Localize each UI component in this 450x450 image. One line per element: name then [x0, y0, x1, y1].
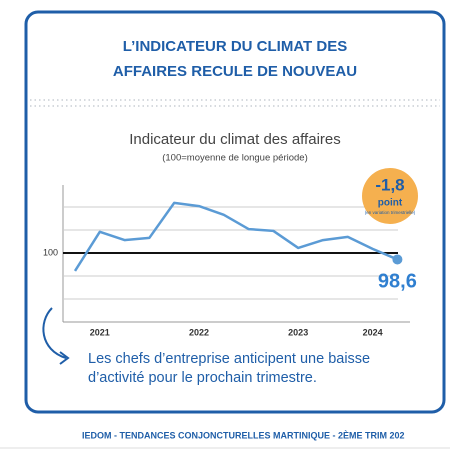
badge-value: -1,8: [375, 175, 404, 194]
title-line: AFFAIRES RECULE DE NOUVEAU: [113, 63, 357, 80]
x-tick-label: 2024: [363, 327, 383, 337]
x-tick-label: 2022: [189, 327, 209, 337]
badge-note: (en variation trimestrielle): [365, 210, 416, 215]
title-line: L’INDICATEUR DU CLIMAT DES: [123, 38, 347, 55]
footer: IEDOM - TENDANCES CONJONCTURELLES MARTIN…: [82, 430, 405, 440]
x-tick-label: 2021: [90, 327, 110, 337]
message-line: d’activité pour le prochain trimestre.: [88, 370, 317, 386]
y-tick-label: 100: [43, 247, 58, 257]
chart-subtitle: (100=moyenne de longue période): [162, 153, 308, 164]
plot: 100 2021 2022 2023 2024 98,6: [43, 201, 417, 337]
arrow: [42, 307, 67, 359]
arrow-head: [59, 351, 70, 365]
end-point: [392, 254, 403, 265]
message-line: Les chefs d’entreprise anticipent une ba…: [88, 351, 370, 367]
series-line: [73, 201, 398, 272]
badge: [362, 168, 418, 224]
chart-title: Indicateur du climat des affaires: [129, 131, 341, 148]
badge-unit: point: [378, 198, 403, 209]
x-tick-label: 2023: [288, 327, 308, 337]
value-label: 98,6: [378, 271, 417, 293]
card: [24, 10, 446, 414]
